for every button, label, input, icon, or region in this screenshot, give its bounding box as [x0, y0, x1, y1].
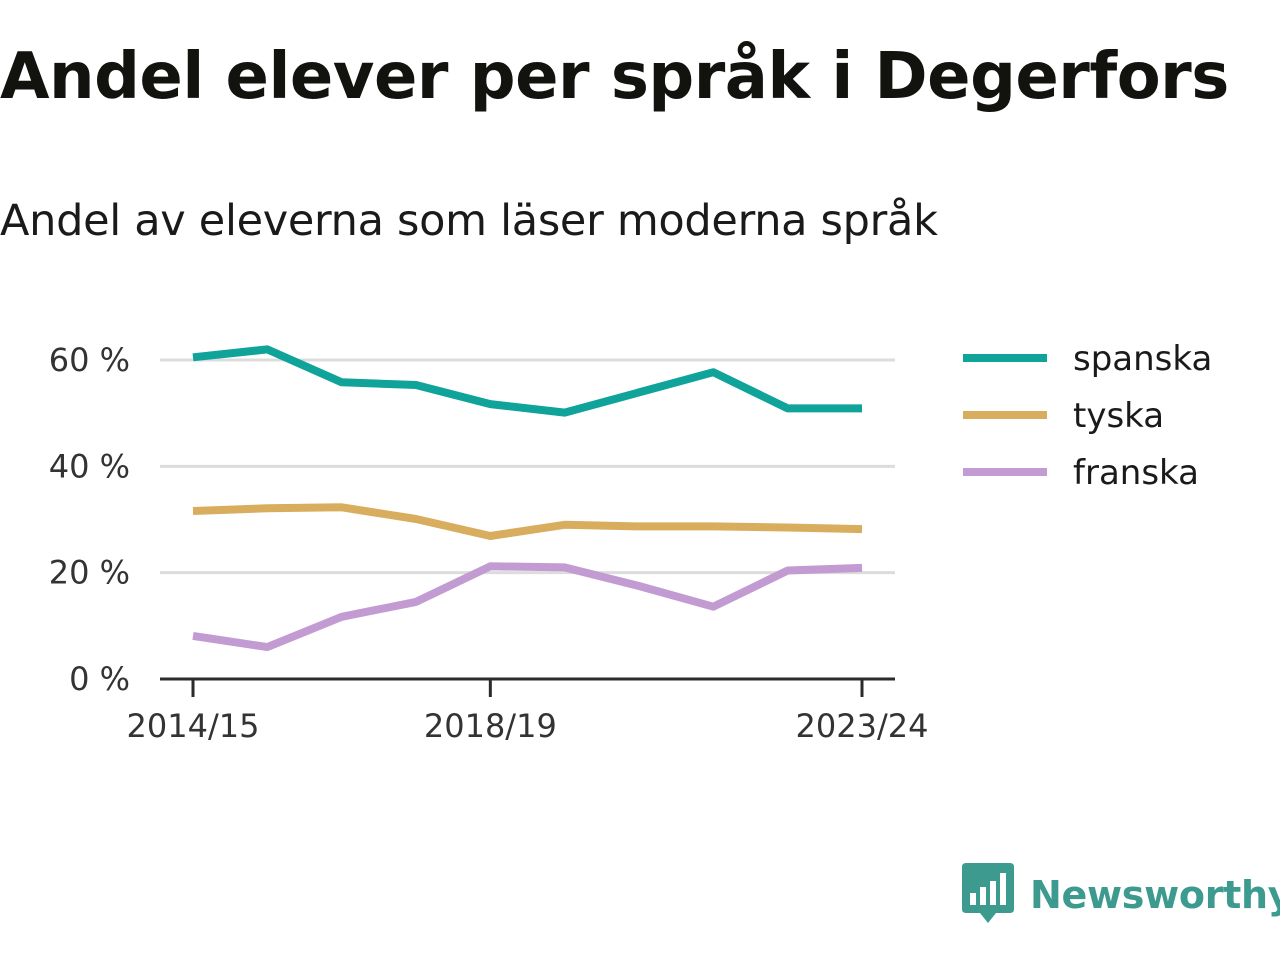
y-tick-label: 20 % — [49, 554, 130, 592]
brand-logo: Newsworthy — [962, 862, 1280, 928]
series-lines — [192, 345, 863, 652]
axes: 0 % 20 % 40 % 60 % 2014/15 2018/19 2023/24 — [49, 341, 929, 745]
x-tick-label: 2014/15 — [127, 707, 260, 745]
newsworthy-logo-icon — [962, 863, 1014, 923]
series-line-spanska — [192, 345, 862, 417]
gridlines — [160, 358, 895, 575]
legend-label-spanska: spanska — [1073, 339, 1212, 379]
legend-label-tyska: tyska — [1073, 396, 1164, 436]
x-tick-label: 2018/19 — [424, 707, 557, 745]
y-tick-label: 60 % — [49, 341, 130, 379]
x-tick-label: 2023/24 — [796, 707, 929, 745]
series-line-franska — [192, 562, 863, 652]
chart-subtitle: Andel av eleverna som läser moderna språ… — [0, 196, 938, 246]
legend-label-franska: franska — [1073, 453, 1199, 493]
legend: spanska tyska franska — [963, 339, 1212, 493]
y-tick-label: 40 % — [49, 447, 130, 485]
y-tick-label: 0 % — [69, 660, 130, 698]
chart-title: Andel elever per språk i Degerfors — [0, 40, 1229, 114]
brand-name: Newsworthy — [1030, 873, 1280, 917]
series-line-tyska — [192, 503, 863, 540]
